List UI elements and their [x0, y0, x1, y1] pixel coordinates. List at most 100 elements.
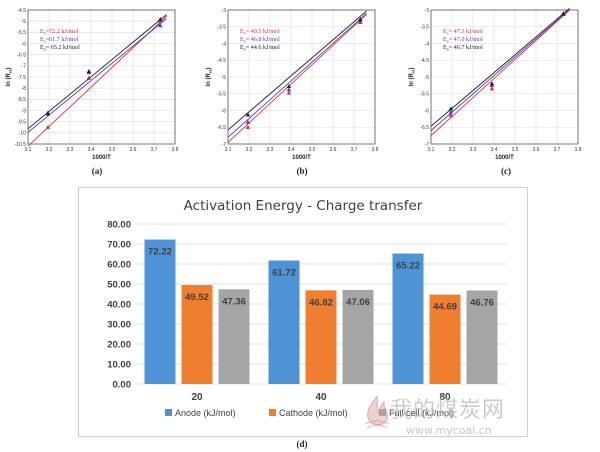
x-tick-label: 3.8	[372, 147, 379, 153]
y-tick-label: -4.5	[420, 58, 429, 64]
y-tick-label: -4	[222, 41, 227, 47]
panel-b-caption: (b)	[296, 166, 308, 176]
panel-a-caption: (a)	[91, 166, 103, 176]
y-tick-label: -10.5	[15, 142, 27, 148]
data-point-triangle	[286, 83, 292, 88]
x-tick-label: 3.4	[288, 147, 295, 153]
y-tick-label: 10.00	[107, 360, 131, 371]
activation-energy-label: Ea= 47.3 kJ/mol	[443, 28, 483, 36]
legend-entry: Full cell (kJ/mol)	[389, 408, 454, 418]
legend-swatch	[379, 409, 386, 416]
panel-c: 3.1 3.2 3.3 3.4 3.5 3.6 3.7 3.8 -3 -3.5 -4 -4.5 -5 -5…	[403, 4, 588, 161]
legend-swatch	[165, 409, 172, 416]
plot-frame	[27, 9, 176, 145]
y-tick-label: -5.5	[420, 92, 429, 98]
y-tick-label: 70.00	[107, 240, 131, 251]
y-tick-label: -8	[22, 86, 27, 92]
data-point-triangle	[45, 124, 51, 129]
legend-entry: Cathode (kJ/mol)	[279, 408, 348, 418]
data-point-triangle	[286, 87, 292, 92]
y-tick-label: -10	[19, 131, 26, 137]
bar	[218, 289, 250, 384]
data-point-triangle	[358, 16, 363, 21]
y-tick-label: 40.00	[107, 300, 131, 311]
x-tick-label: 3.1	[25, 147, 32, 153]
y-tick-label: -7	[425, 142, 430, 148]
x-tick-label: 3.2	[449, 147, 456, 153]
x-tick-label: 3.3	[267, 147, 274, 153]
activation-energy-label: Ea= 44.6 kJ/mol	[240, 44, 280, 52]
panel-a: 3.1 3.2 3.3 3.4 3.5 3.6 3.7 3.8 -4.5 -5 -5.5 -6 -6.5…	[0, 4, 185, 161]
y-tick-label: -6	[22, 41, 27, 47]
data-point-triangle	[158, 16, 163, 21]
activation-energy-label: Ea=72.2 kJ/mol	[40, 28, 79, 36]
y-tick-label: -5.5	[217, 92, 226, 98]
y-tick-label: -6.5	[217, 125, 226, 131]
fit-line	[430, 7, 570, 127]
legend-swatch	[269, 409, 276, 416]
bar	[181, 284, 213, 384]
data-point-triangle	[286, 90, 292, 95]
fit-line	[430, 9, 570, 136]
y-tick-label: -7	[222, 142, 227, 148]
bar	[268, 260, 300, 384]
bar	[429, 294, 461, 384]
x-tick-label: 3.5	[512, 147, 519, 153]
bar	[392, 253, 424, 384]
y-tick-label: 50.00	[107, 280, 131, 291]
flame-logo-icon	[362, 394, 392, 435]
fit-line	[227, 14, 367, 143]
y-tick-label: -4	[425, 41, 430, 47]
y-axis-label: ln (Rct)	[409, 68, 416, 87]
panel-d-caption: (d)	[296, 439, 308, 449]
x-category-label: 80	[439, 392, 451, 403]
activation-energy-label: Ea= 65.2 kJ/mol	[40, 44, 80, 52]
x-tick-label: 3.1	[428, 147, 435, 153]
fit-line	[227, 13, 367, 138]
data-point-triangle	[489, 81, 495, 86]
fit-line	[27, 14, 167, 130]
data-point-triangle	[86, 69, 92, 74]
y-tick-label: -8.5	[17, 97, 26, 103]
legend-entry: Anode (kJ/mol)	[175, 408, 236, 418]
panel-b: 3.1 3.2 3.3 3.4 3.5 3.6 3.7 3.8 -3 -3.5 -4 -4.5 -5 -5…	[200, 4, 385, 161]
y-tick-label: -4.5	[217, 58, 226, 64]
x-tick-label: 3.2	[46, 147, 53, 153]
bar-value-label: 65.22	[396, 261, 420, 272]
y-tick-label: -6.5	[17, 52, 26, 58]
fit-line	[430, 8, 570, 131]
fit-line	[27, 18, 167, 133]
scatter-chart-b: 3.1 3.2 3.3 3.4 3.5 3.6 3.7 3.8 -3 -3.5 -4 -4.5 -5 -5…	[206, 8, 379, 161]
y-tick-label: -3.5	[217, 25, 226, 31]
data-point-triangle	[245, 124, 251, 129]
y-tick-label: -6	[425, 108, 430, 114]
bar	[466, 290, 498, 384]
panel-d: Activation Energy - Charge transfer 0.00 1…	[78, 187, 528, 437]
x-tick-label: 3.8	[172, 147, 179, 153]
bar-value-label: 47.36	[222, 296, 246, 307]
y-tick-label: -4.5	[17, 8, 26, 14]
y-tick-label: -6.5	[420, 125, 429, 131]
y-tick-label: 30.00	[107, 320, 131, 331]
panel-c-caption: (c)	[501, 166, 511, 176]
x-tick-label: 3.8	[575, 147, 582, 153]
data-point-triangle	[158, 23, 163, 28]
y-tick-label: -3.5	[420, 25, 429, 31]
x-tick-label: 3.4	[491, 147, 498, 153]
y-axis-label: ln (Rct)	[206, 68, 213, 87]
bar-value-label: 44.69	[433, 302, 457, 313]
data-point-triangle	[489, 86, 495, 91]
y-tick-label: 0.00	[113, 380, 132, 391]
data-point-triangle	[448, 109, 454, 114]
x-tick-label: 3.6	[533, 147, 540, 153]
bar	[305, 290, 337, 384]
activation-energy-label: Ea=61.7 kJ/mol	[40, 36, 79, 44]
bar-chart-d: Activation Energy - Charge transfer 0.00 1…	[107, 198, 507, 418]
x-tick-label: 3.4	[88, 147, 95, 153]
x-tick-label: 3.6	[330, 147, 337, 153]
x-axis-label: 1000/T	[495, 155, 514, 161]
y-tick-label: -5	[425, 75, 430, 81]
chart-title: Activation Energy - Charge transfer	[184, 198, 423, 214]
y-tick-label: 20.00	[107, 340, 131, 351]
bar-value-label: 47.06	[346, 297, 370, 308]
